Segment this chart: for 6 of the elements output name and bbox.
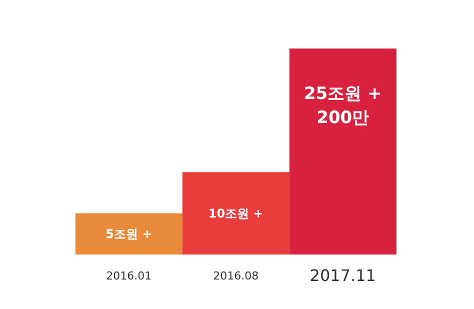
- data-label: 10조원 +: [208, 206, 264, 220]
- x-tick-label: 2016.01: [106, 270, 152, 283]
- data-label: 5조원 +: [106, 226, 152, 241]
- x-tick-label: 2017.11: [310, 266, 376, 286]
- x-tick-label: 2016.08: [213, 270, 259, 283]
- data-label: 25조원 + 200만: [304, 84, 382, 128]
